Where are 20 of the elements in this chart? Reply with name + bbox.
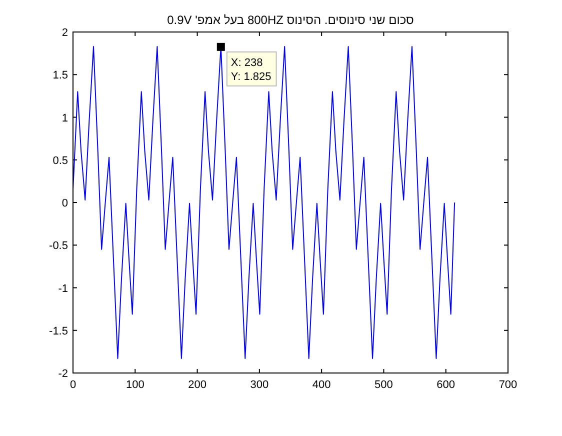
y-tick-label: 0.5 bbox=[52, 154, 68, 167]
x-tick-label: 100 bbox=[126, 379, 144, 391]
x-tick-label: 500 bbox=[374, 379, 393, 391]
y-tick-label: -0.5 bbox=[49, 240, 68, 252]
x-tick-label: 700 bbox=[498, 379, 518, 391]
x-tick-label: 300 bbox=[250, 379, 269, 391]
annotation: X: 238 bbox=[230, 56, 263, 69]
x-tick-label: 200 bbox=[188, 379, 206, 391]
y-tick-label: -1.5 bbox=[49, 325, 68, 338]
x-tick-label: 0 bbox=[70, 379, 76, 391]
annotation: Y: 1.825 bbox=[230, 70, 272, 83]
chart-title: סכום שני סינוסים. הסינוס 800HZ בעל אמפ' 0.9V bbox=[167, 13, 414, 27]
y-tick-label: 1.5 bbox=[52, 70, 68, 82]
y-tick-label: 1 bbox=[62, 112, 68, 124]
x-tick-label: 400 bbox=[312, 379, 331, 391]
y-tick-label: -2 bbox=[58, 368, 68, 380]
y-tick-label: 2 bbox=[62, 27, 68, 39]
y-tick-label: 0 bbox=[62, 198, 68, 210]
x-tick-label: 600 bbox=[436, 379, 456, 391]
y-tick-label: -1 bbox=[58, 282, 68, 295]
